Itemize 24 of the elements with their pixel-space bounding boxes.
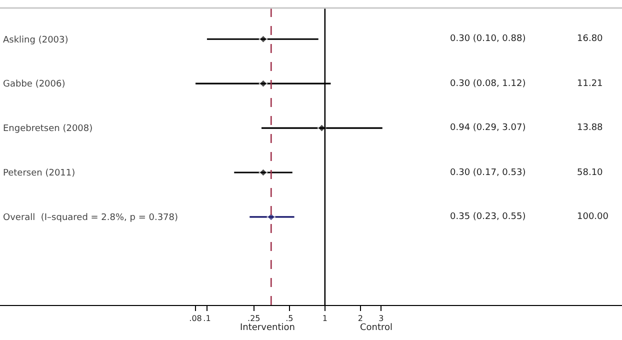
annotation: 58.10 [577,168,604,178]
x-tick-label: 1 [322,314,328,323]
y-tick-label: Askling (2003) [3,35,68,46]
annotation: 0.30 (0.08, 1.12) [450,79,526,89]
text: Control [360,323,393,333]
y-tick-label: Overall (I–squared = 2.8%, p = 0.378) [3,213,178,224]
x-tick-label: .25 [248,314,260,323]
annotation: 0.30 (0.17, 0.53) [450,168,526,178]
annotation: 0.94 (0.29, 3.07) [450,123,526,133]
annotation: 100.00 [577,212,609,222]
text: Intervention [240,323,295,333]
y-tick-label: Engebretsen (2008) [3,124,93,134]
x-tick-label: 2 [358,314,363,323]
y-tick-label: Gabbe (2006) [3,80,66,90]
x-tick-label: .08 [189,314,202,323]
annotation: 0.35 (0.23, 0.55) [450,212,526,222]
x-tick-label: .1 [203,314,211,323]
annotation: 11.21 [577,79,603,89]
y-tick-label: Petersen (2011) [3,168,76,179]
annotation: 16.80 [577,34,604,44]
annotation: 0.30 (0.10, 0.88) [450,34,526,44]
x-tick-label: 3 [378,314,384,323]
x-tick-label: .5 [286,314,294,323]
annotation: 13.88 [577,123,604,133]
